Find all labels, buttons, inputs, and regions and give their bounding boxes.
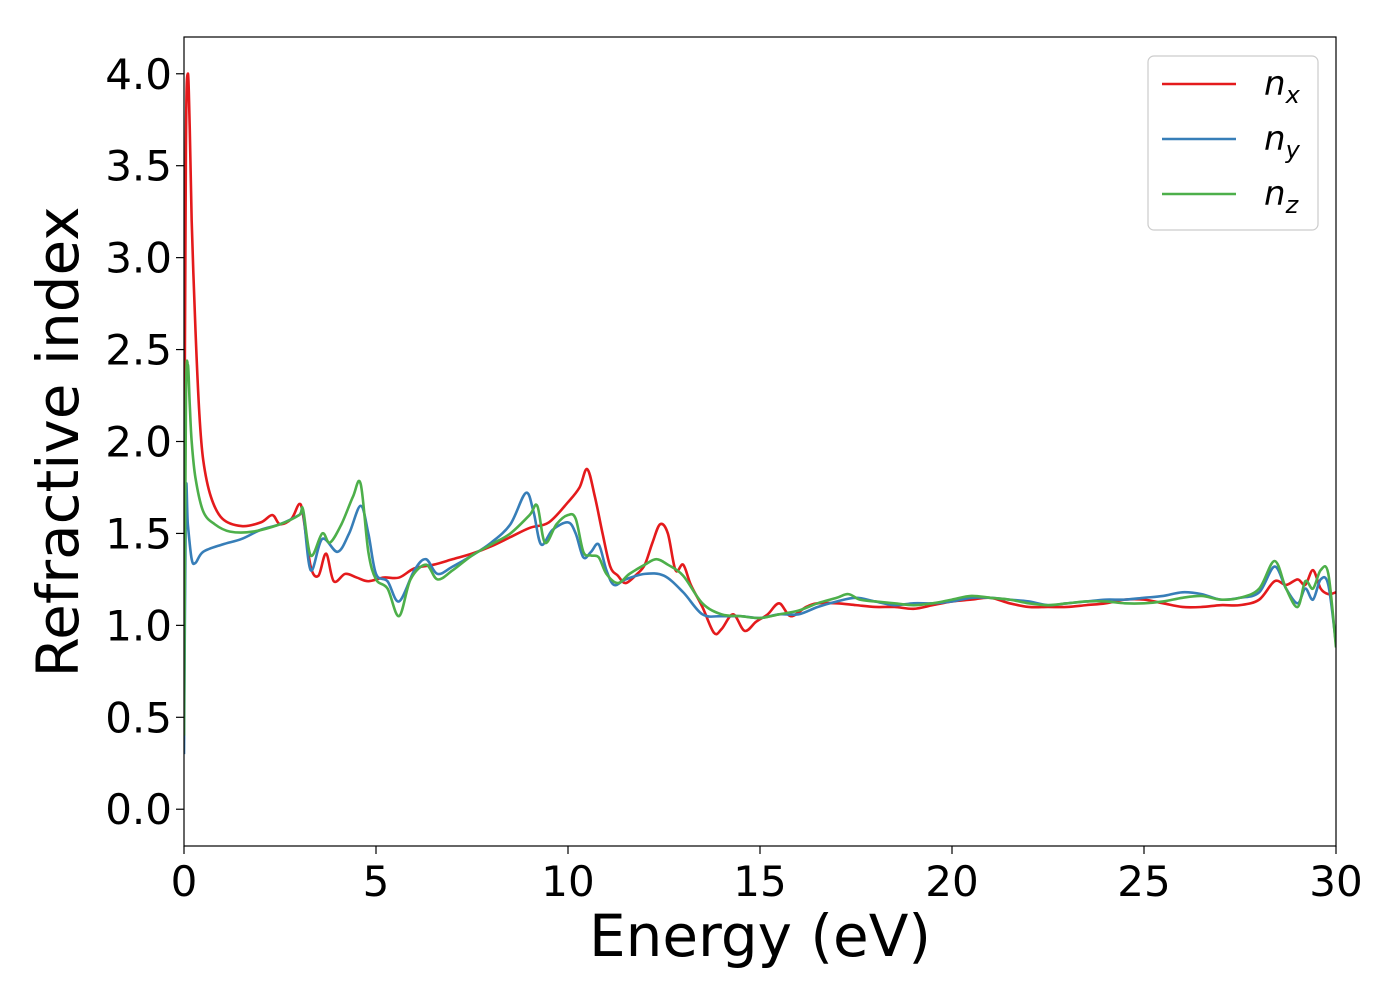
x-axis: 0 5 10 15 20 25 30 [171, 846, 1363, 906]
x-tick-label: 5 [363, 857, 390, 906]
y-tick-label: 2.0 [105, 418, 172, 467]
y-axis: 0.0 0.5 1.0 1.5 2.0 2.5 3.0 3.5 4.0 [105, 50, 184, 834]
y-tick-label: 3.5 [105, 142, 172, 191]
series-line-ny [184, 482, 1336, 755]
x-tick-label: 15 [733, 857, 786, 906]
series-layer [184, 72, 1336, 755]
y-tick-label: 3.0 [105, 234, 172, 283]
legend-box [1147, 55, 1319, 231]
x-tick-label: 30 [1309, 857, 1362, 906]
x-tick-label: 25 [1117, 857, 1170, 906]
legend-label-ny: ny [1264, 119, 1301, 164]
y-tick-label: 0.0 [105, 785, 172, 834]
y-tick-label: 1.5 [105, 509, 172, 558]
y-tick-label: 4.0 [105, 50, 172, 99]
plot-background [184, 37, 1336, 846]
y-tick-label: 0.5 [105, 693, 172, 742]
x-axis-title: Energy (eV) [589, 902, 931, 970]
x-tick-label: 0 [171, 857, 198, 906]
y-tick-label: 2.5 [105, 326, 172, 375]
x-tick-label: 10 [541, 857, 594, 906]
series-line-nz [184, 359, 1336, 736]
y-axis-title: Refractive index [24, 206, 92, 677]
y-tick-label: 1.0 [105, 601, 172, 650]
x-tick-label: 20 [925, 857, 978, 906]
